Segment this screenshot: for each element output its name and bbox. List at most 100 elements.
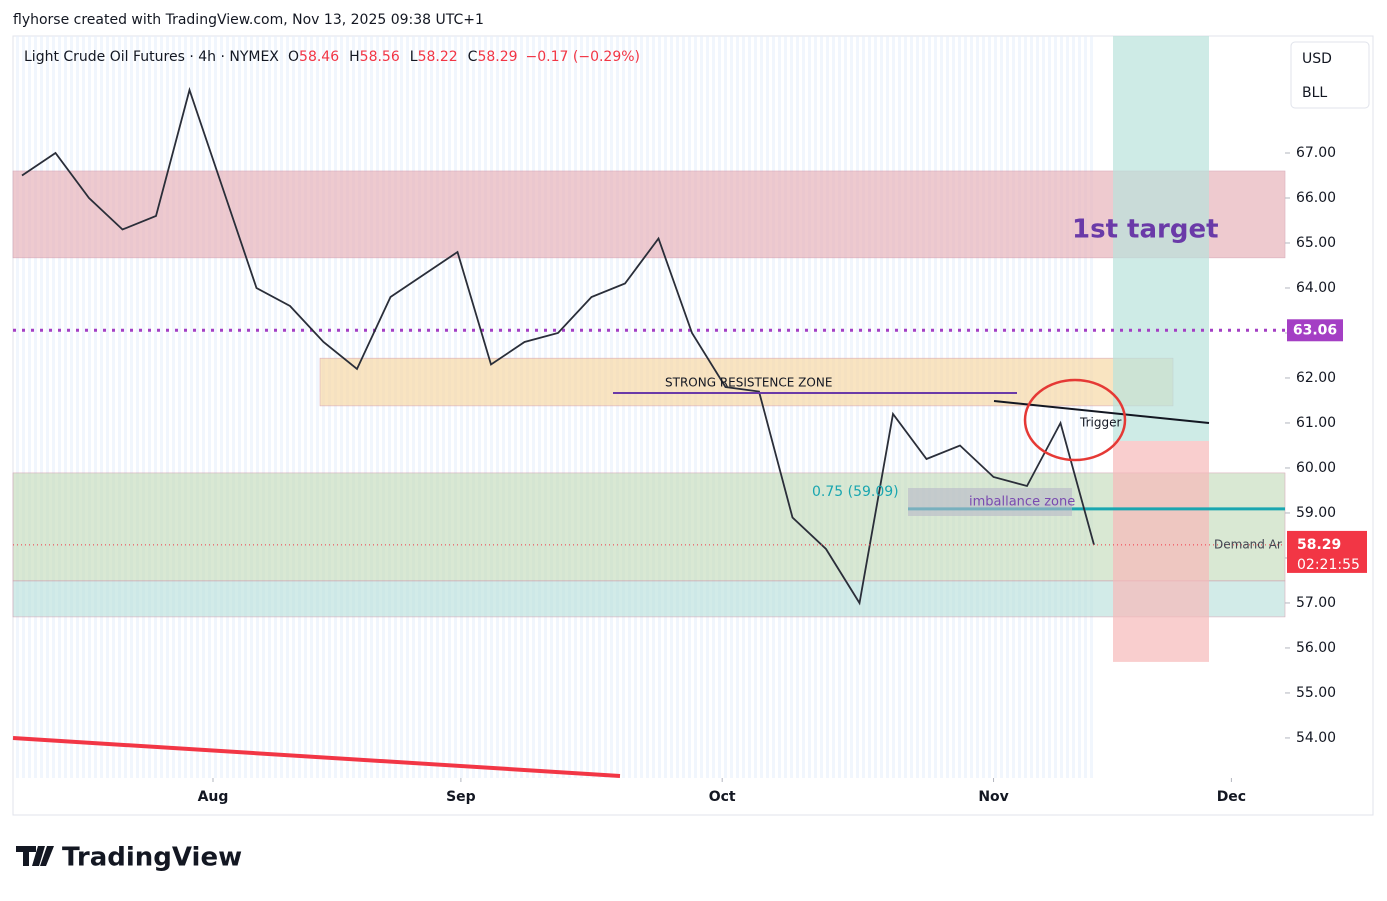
y-tick-label: 55.00 xyxy=(1296,685,1336,701)
session-stripe xyxy=(712,36,715,778)
session-stripe xyxy=(664,36,667,778)
ohlc-key: H xyxy=(349,49,360,65)
session-stripe xyxy=(748,36,751,778)
session-stripe xyxy=(280,36,283,778)
session-stripe xyxy=(64,36,67,778)
session-stripe xyxy=(166,36,169,778)
brand: TradingView xyxy=(62,843,242,873)
session-stripe xyxy=(1018,36,1021,778)
price-badge xyxy=(1287,530,1367,573)
session-stripe xyxy=(184,36,187,778)
session-stripe xyxy=(592,36,595,778)
session-stripe xyxy=(502,36,505,778)
x-tick-label: Aug xyxy=(198,789,229,805)
session-stripe xyxy=(328,36,331,778)
session-stripe xyxy=(634,36,637,778)
change: −0.17 (−0.29%) xyxy=(526,49,640,65)
session-stripe xyxy=(400,36,403,778)
session-stripe xyxy=(334,36,337,778)
session-stripe xyxy=(574,36,577,778)
session-stripe xyxy=(292,36,295,778)
session-stripe xyxy=(988,36,991,778)
price-badge xyxy=(1287,319,1343,342)
session-stripe xyxy=(520,36,523,778)
session-stripe xyxy=(640,36,643,778)
session-stripe xyxy=(604,36,607,778)
ohlc-key: O xyxy=(288,49,299,65)
y-tick-label: 60.00 xyxy=(1296,460,1336,476)
session-stripe xyxy=(394,36,397,778)
session-stripe xyxy=(136,36,139,778)
session-stripe xyxy=(736,36,739,778)
session-stripe xyxy=(1012,36,1015,778)
session-stripe xyxy=(1000,36,1003,778)
resistance-label: STRONG RESISTENCE ZONE xyxy=(665,376,832,390)
session-stripe xyxy=(220,36,223,778)
currency-box xyxy=(1290,41,1370,109)
zone xyxy=(1113,440,1209,662)
session-stripe xyxy=(850,36,853,778)
level-label: 63.06 xyxy=(1293,322,1337,338)
x-tick-label: Dec xyxy=(1217,789,1246,805)
session-stripe xyxy=(406,36,409,778)
session-stripe xyxy=(286,36,289,778)
session-stripe xyxy=(880,36,883,778)
session-stripe xyxy=(1090,36,1093,778)
session-stripe xyxy=(892,36,895,778)
session-stripe xyxy=(718,36,721,778)
session-stripe xyxy=(460,36,463,778)
symbol: Light Crude Oil Futures · 4h · NYMEX xyxy=(24,49,279,65)
y-tick-label: 67.00 xyxy=(1296,145,1336,161)
session-stripe xyxy=(262,36,265,778)
session-stripe xyxy=(298,36,301,778)
session-stripe xyxy=(976,36,979,778)
ohlc-value: 58.46 xyxy=(299,49,339,65)
session-stripe xyxy=(58,36,61,778)
zone xyxy=(319,357,1174,407)
session-stripe xyxy=(982,36,985,778)
session-stripe xyxy=(196,36,199,778)
zone xyxy=(12,580,1286,618)
session-stripe xyxy=(82,36,85,778)
session-stripe xyxy=(706,36,709,778)
session-stripe xyxy=(304,36,307,778)
fib-label: 0.75 (59.09) xyxy=(812,484,899,500)
session-stripe xyxy=(412,36,415,778)
session-stripe xyxy=(838,36,841,778)
price-line xyxy=(21,86,1095,606)
session-stripe xyxy=(1006,36,1009,778)
y-tick-label: 57.00 xyxy=(1296,595,1336,611)
y-tick-label: 56.00 xyxy=(1296,640,1336,656)
session-stripe xyxy=(670,36,673,778)
y-tick-label: 62.00 xyxy=(1296,370,1336,386)
imbalance-label: imballance zone xyxy=(969,495,1075,510)
session-stripe xyxy=(928,36,931,778)
session-stripe xyxy=(934,36,937,778)
session-stripe xyxy=(28,36,31,778)
ohlc-value: 58.56 xyxy=(360,49,400,65)
session-stripe xyxy=(646,36,649,778)
session-stripe xyxy=(1066,36,1069,778)
y-tick-label: 66.00 xyxy=(1296,190,1336,206)
session-stripe xyxy=(496,36,499,778)
session-stripe xyxy=(586,36,589,778)
session-stripe xyxy=(910,36,913,778)
session-stripe xyxy=(1030,36,1033,778)
session-stripe xyxy=(628,36,631,778)
session-stripe xyxy=(244,36,247,778)
session-stripe xyxy=(346,36,349,778)
session-stripe xyxy=(832,36,835,778)
session-stripe xyxy=(556,36,559,778)
session-stripe xyxy=(550,36,553,778)
y-tick-label: 65.00 xyxy=(1296,235,1336,251)
session-stripe xyxy=(256,36,259,778)
session-stripe xyxy=(310,36,313,778)
session-stripe xyxy=(952,36,955,778)
ohlc-value: 58.22 xyxy=(418,49,458,65)
session-stripe xyxy=(904,36,907,778)
session-stripe xyxy=(622,36,625,778)
session-stripe xyxy=(22,36,25,778)
session-stripe xyxy=(610,36,613,778)
currency: USD xyxy=(1302,51,1332,67)
